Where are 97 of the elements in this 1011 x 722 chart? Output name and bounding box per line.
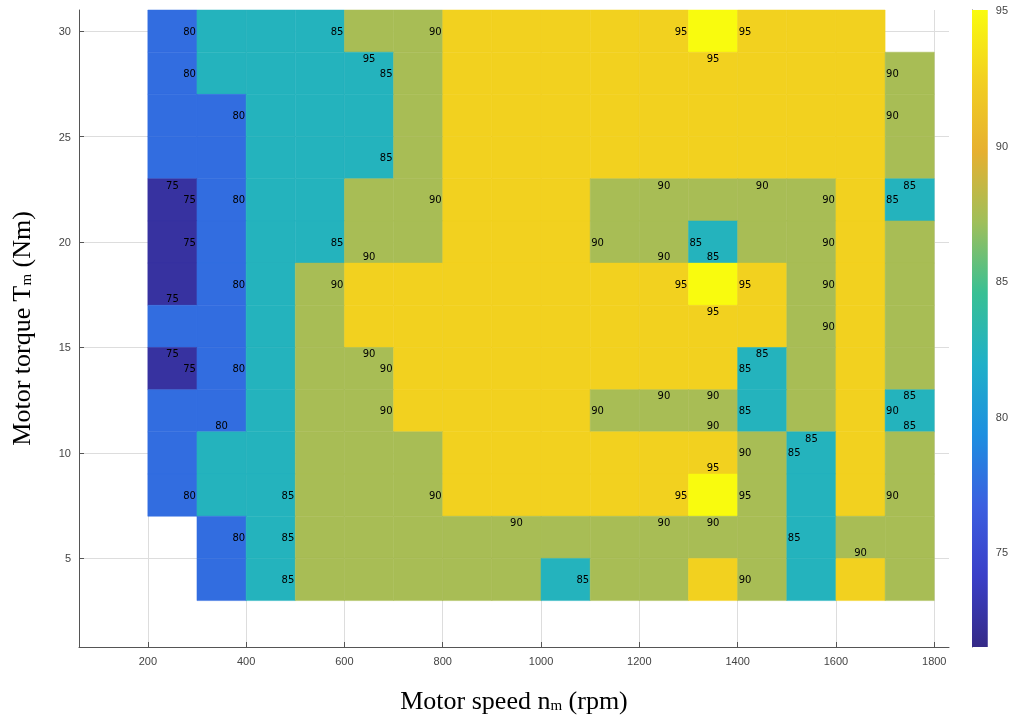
annotation: 75	[183, 236, 196, 248]
annotation: 90	[886, 109, 899, 121]
annotation: 90	[854, 546, 867, 558]
annotation: 90	[379, 363, 393, 375]
annotation: 85	[903, 420, 917, 432]
annotation: 90	[886, 405, 899, 417]
annotation: 85	[805, 432, 818, 444]
annotation: 90	[428, 194, 442, 206]
annotation: 90	[657, 390, 671, 402]
annotation: 95	[706, 462, 720, 474]
annotation: 80	[232, 531, 246, 543]
y-tick-label: 20	[58, 236, 71, 249]
color-bar-label: 80	[995, 410, 1009, 423]
x-tick-label: 200	[138, 654, 157, 667]
annotation: 75	[166, 179, 179, 191]
annotation: 85	[281, 531, 295, 543]
annotation: 80	[215, 420, 228, 432]
annotation: 95	[674, 278, 688, 290]
y-tick-label: 25	[58, 130, 71, 143]
annotation: 90	[822, 320, 835, 332]
annotation: 85	[576, 574, 590, 585]
annotation: 95	[738, 489, 752, 501]
x-tick-label: 1400	[725, 654, 750, 667]
color-bar-label: 95	[995, 4, 1009, 16]
y-tick-label: 5	[64, 552, 71, 565]
annotation: 85	[379, 152, 393, 164]
annotation: 90	[657, 179, 671, 191]
color-bar-label: 85	[995, 275, 1009, 288]
annotation: 90	[657, 517, 671, 529]
color-bar-label: 75	[995, 546, 1009, 559]
annotation: 85	[379, 67, 393, 79]
annotation: 85	[886, 194, 899, 206]
annotation: 85	[787, 531, 801, 543]
annotation: 90	[822, 278, 835, 290]
annotation: 85	[738, 363, 752, 375]
x-tick-label: 400	[236, 654, 256, 667]
annotation: 85	[689, 236, 703, 248]
annotation: 80	[183, 489, 196, 501]
x-axis-title: Motor speed nm (rpm)	[400, 685, 628, 715]
annotation: 90	[822, 194, 835, 206]
annotation: 85	[330, 236, 344, 248]
annotation: 80	[183, 67, 196, 79]
annotation: 90	[330, 278, 344, 290]
annotation: 90	[428, 489, 442, 501]
annotation: 75	[166, 293, 179, 305]
annotation: 85	[787, 447, 801, 459]
annotation: 75	[183, 194, 196, 206]
annotation: 85	[330, 25, 344, 37]
annotation: 90	[510, 517, 523, 529]
annotation: 85	[738, 405, 752, 417]
annotation: 85	[755, 348, 769, 360]
color-bar-label: 90	[995, 139, 1009, 152]
y-axis-title: Motor torque Tm (Nm)	[6, 211, 36, 446]
annotation: 90	[822, 236, 835, 248]
annotation: 85	[903, 390, 917, 402]
annotation: 90	[657, 251, 671, 263]
annotation: 95	[674, 25, 688, 37]
annotation: 85	[281, 489, 295, 501]
annotation: 85	[903, 179, 917, 191]
annotation: 90	[362, 251, 376, 263]
annotation: 85	[706, 251, 720, 263]
x-tick-label: 600	[335, 654, 354, 667]
x-tick-label: 1000	[528, 654, 554, 667]
y-tick-label: 30	[58, 25, 71, 38]
x-tick-label: 1200	[627, 654, 652, 667]
annotation: 95	[738, 25, 752, 37]
annotation: 95	[674, 489, 688, 501]
annotation: 85	[281, 574, 295, 585]
y-tick-label: 15	[58, 341, 71, 354]
annotation: 80	[183, 25, 196, 37]
y-tick-label: 10	[58, 446, 71, 459]
annotation: 90	[362, 348, 376, 360]
annotation: 90	[706, 390, 720, 402]
annotation: 90	[591, 236, 604, 248]
annotation: 75	[183, 363, 196, 375]
x-tick-label: 1600	[823, 654, 849, 667]
annotation: 80	[232, 109, 246, 121]
annotation: 95	[738, 278, 752, 290]
annotation: 75	[166, 348, 179, 360]
x-tick-label: 1800	[922, 654, 947, 667]
annotation: 90	[706, 517, 720, 529]
annotation: 90	[886, 489, 899, 501]
annotation: 90	[591, 405, 604, 417]
x-tick-label: 800	[433, 654, 452, 667]
annotation: 90	[428, 25, 442, 37]
annotation: 80	[232, 194, 246, 206]
annotation: 90	[738, 574, 752, 585]
annotation: 80	[232, 278, 246, 290]
annotation: 90	[379, 405, 393, 417]
annotation: 80	[232, 363, 246, 375]
annotation: 90	[706, 420, 720, 432]
annotation: 95	[362, 53, 376, 65]
annotation: 95	[706, 306, 720, 318]
annotation: 90	[755, 179, 769, 191]
annotation: 90	[738, 447, 752, 459]
annotation: 95	[706, 53, 720, 65]
annotation: 90	[886, 67, 899, 79]
